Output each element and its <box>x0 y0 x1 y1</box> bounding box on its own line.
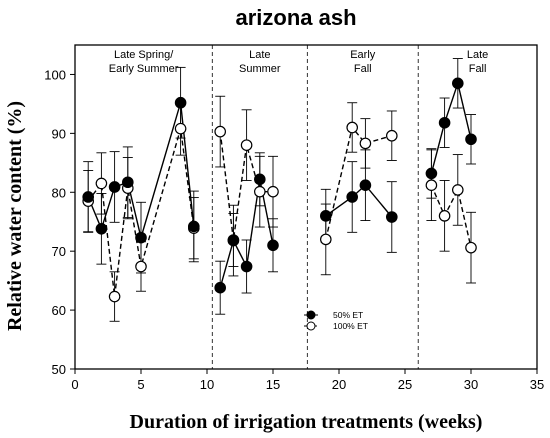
data-point <box>385 129 398 142</box>
data-point <box>385 211 398 223</box>
region-label: Late Spring/ <box>114 49 174 61</box>
series-line <box>325 125 392 240</box>
legend-marker <box>306 321 316 331</box>
data-point <box>174 96 187 109</box>
data-point <box>174 122 187 135</box>
data-point <box>359 179 372 192</box>
plot-frame <box>74 44 538 370</box>
data-point <box>240 260 253 273</box>
legend-label: 100% ET <box>333 321 368 331</box>
data-point <box>451 77 464 90</box>
data-point <box>188 220 200 233</box>
data-point <box>95 222 108 235</box>
region-label: Summer <box>239 63 281 75</box>
x-tick-label: 20 <box>332 377 346 392</box>
x-tick-label: 15 <box>266 377 280 392</box>
y-tick-label: 60 <box>52 303 66 318</box>
x-axis-label: Duration of irrigation treatments (weeks… <box>130 411 483 433</box>
data-point <box>438 210 451 222</box>
x-tick-label: 5 <box>137 377 144 392</box>
data-point <box>135 260 147 273</box>
series-line <box>430 184 472 248</box>
region-label: Early Summer <box>109 63 179 75</box>
legend-label: 50% ET <box>333 310 363 320</box>
chart-title: arizona ash <box>235 5 356 30</box>
data-point <box>253 185 266 198</box>
data-point <box>346 121 358 134</box>
data-point <box>95 177 108 190</box>
data-point <box>465 241 477 254</box>
x-tick-label: 10 <box>200 377 214 392</box>
y-tick-label: 100 <box>44 67 66 82</box>
region-label: Fall <box>354 63 372 75</box>
data-point <box>465 133 477 146</box>
data-point <box>425 179 438 192</box>
x-tick-label: 35 <box>530 377 544 392</box>
region-label: Fall <box>469 63 487 75</box>
data-point <box>227 234 240 247</box>
series-line <box>430 80 472 174</box>
data-point <box>214 281 226 294</box>
region-label: Late <box>249 49 270 61</box>
data-point <box>82 191 94 203</box>
data-point <box>108 290 121 303</box>
series-line <box>325 184 393 218</box>
y-tick-label: 70 <box>52 244 66 259</box>
y-axis-label: Relative water content (%) <box>4 101 26 331</box>
region-label: Late <box>467 49 488 61</box>
region-label: Early <box>350 49 376 61</box>
legend-marker <box>306 310 316 320</box>
y-tick-label: 90 <box>52 126 66 141</box>
data-point <box>319 233 332 246</box>
data-point <box>319 210 332 222</box>
y-tick-label: 50 <box>52 362 66 377</box>
data-point <box>240 139 253 151</box>
data-point <box>267 239 279 252</box>
data-point <box>451 184 464 196</box>
data-point <box>253 173 266 186</box>
data-point <box>438 116 451 129</box>
data-point <box>108 181 121 193</box>
y-tick-label: 80 <box>52 185 66 200</box>
x-tick-label: 25 <box>398 377 412 392</box>
x-tick-label: 30 <box>464 377 478 392</box>
x-tick-label: 0 <box>71 377 78 392</box>
plot-area: 0 5 10 15 20 25 30 35 50 60 70 80 90 100 Late Spring/E… <box>44 44 544 392</box>
data-point <box>135 231 147 244</box>
data-point <box>346 191 358 203</box>
data-point <box>425 167 438 180</box>
data-point <box>122 176 134 189</box>
data-point <box>214 125 226 138</box>
data-point <box>359 137 372 150</box>
data-point <box>267 185 279 198</box>
